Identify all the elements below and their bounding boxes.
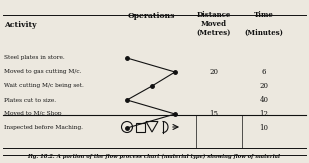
- Text: 6: 6: [262, 68, 266, 76]
- Text: Wait cutting M/c being set.: Wait cutting M/c being set.: [4, 83, 84, 89]
- Text: Moved to M/c Shop: Moved to M/c Shop: [4, 111, 61, 117]
- Text: Operations: Operations: [127, 12, 175, 20]
- Text: Plates cut to size.: Plates cut to size.: [4, 97, 56, 103]
- Text: Activity: Activity: [4, 21, 36, 29]
- Text: Steel plates in store.: Steel plates in store.: [4, 55, 65, 60]
- Text: Moved to gas cutting M/c.: Moved to gas cutting M/c.: [4, 69, 82, 74]
- Text: Fig. 18.2: A portion of the flow process chart (material type) showing flow of m: Fig. 18.2: A portion of the flow process…: [28, 154, 281, 159]
- Text: Inspected before Maching.: Inspected before Maching.: [4, 126, 83, 131]
- Text: 10: 10: [260, 124, 269, 132]
- Text: 20: 20: [210, 68, 218, 76]
- Text: Time

(Minutes): Time (Minutes): [244, 11, 283, 37]
- Bar: [136, 123, 145, 132]
- Text: 40: 40: [260, 96, 269, 104]
- Text: 20: 20: [260, 82, 269, 90]
- Text: 12: 12: [260, 110, 269, 118]
- Text: 15: 15: [210, 110, 218, 118]
- Text: Distance
Moved
(Metres): Distance Moved (Metres): [197, 11, 231, 37]
